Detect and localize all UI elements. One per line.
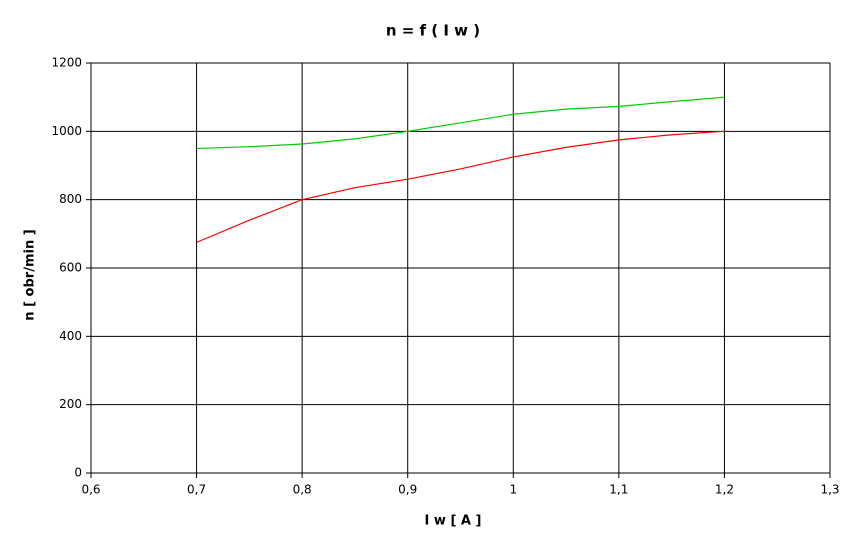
x-axis-label: I w [ A ] bbox=[425, 514, 482, 529]
y-axis-label: n [ obr/min ] bbox=[23, 229, 38, 320]
y-tick-label: 400 bbox=[59, 329, 82, 343]
y-tick-label: 1000 bbox=[51, 124, 82, 138]
y-tick-label: 600 bbox=[59, 261, 82, 275]
x-tick-label: 1,2 bbox=[715, 483, 734, 497]
x-tick-label: 0,8 bbox=[293, 483, 312, 497]
chart-title: n = f ( I w ) bbox=[386, 22, 480, 40]
y-tick-label: 800 bbox=[59, 192, 82, 206]
y-tick-label: 0 bbox=[74, 466, 82, 480]
x-tick-label: 0,6 bbox=[81, 483, 100, 497]
x-tick-label: 1 bbox=[509, 483, 517, 497]
x-tick-label: 0,7 bbox=[187, 483, 206, 497]
x-tick-label: 1,3 bbox=[820, 483, 839, 497]
series-line bbox=[196, 130, 725, 243]
y-tick-label: 1200 bbox=[51, 56, 82, 70]
x-tick-label: 0,9 bbox=[398, 483, 417, 497]
x-tick-label: 1,1 bbox=[609, 483, 628, 497]
series-line bbox=[196, 96, 725, 150]
y-tick-label: 200 bbox=[59, 397, 82, 411]
